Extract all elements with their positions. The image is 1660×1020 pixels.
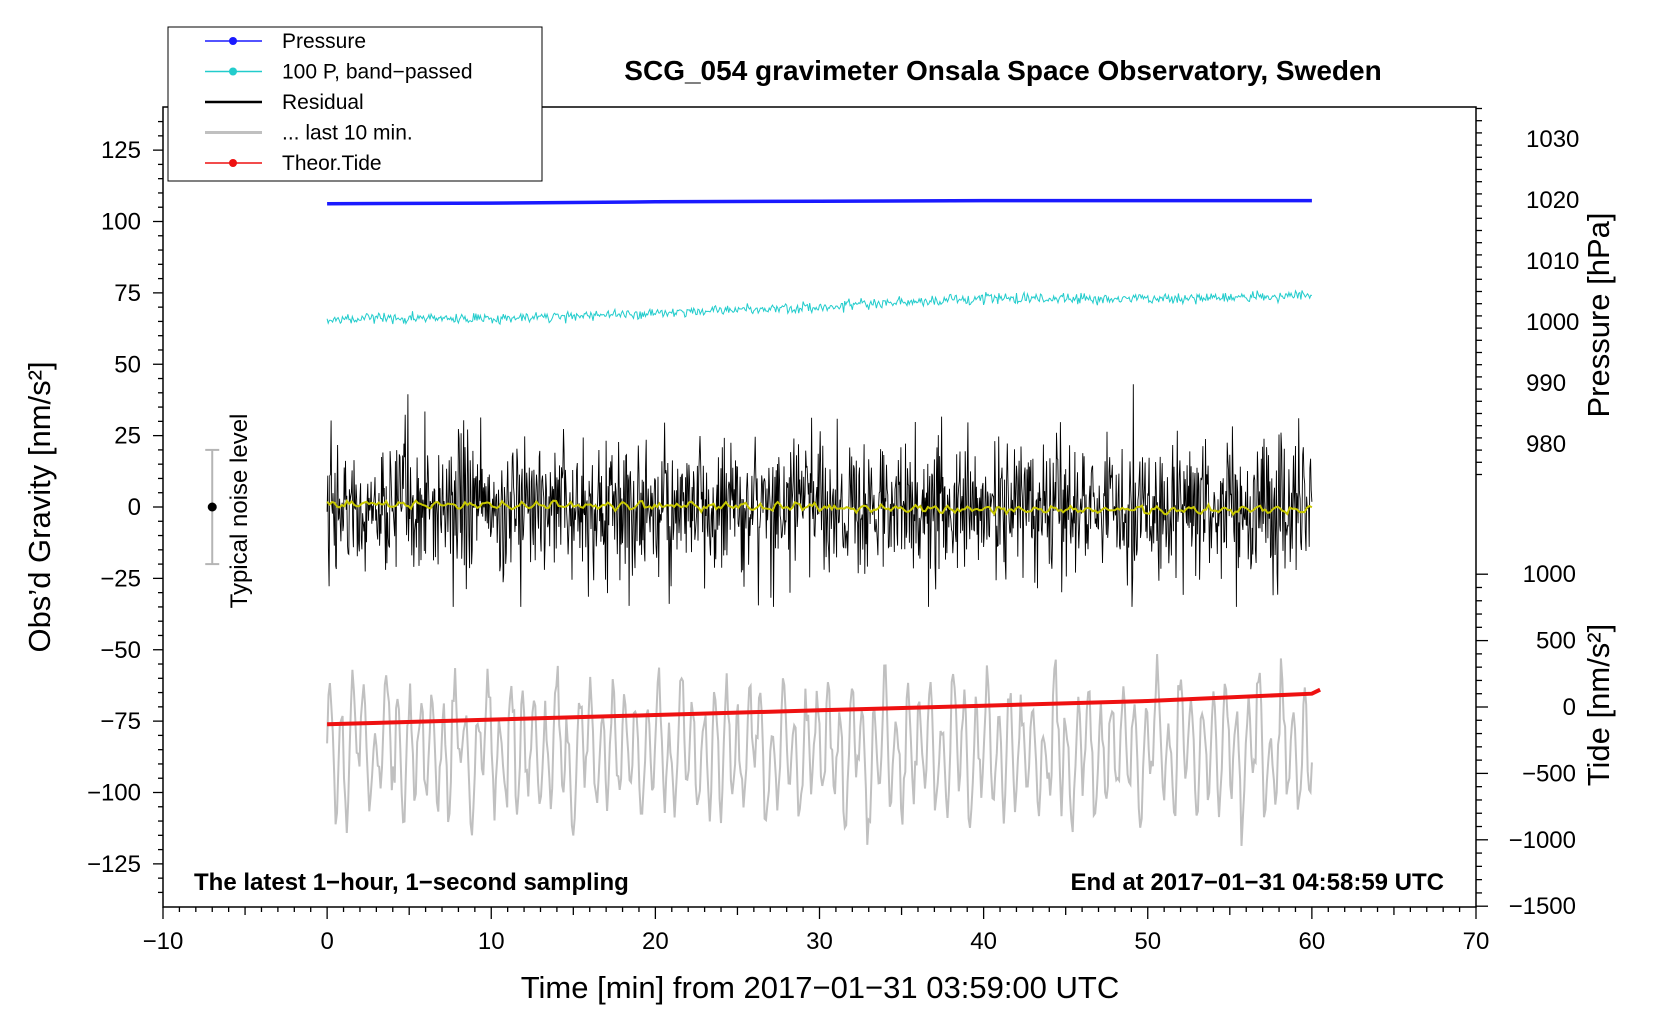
legend-box xyxy=(167,26,543,182)
sampling-note: The latest 1−hour, 1−second sampling xyxy=(194,869,629,896)
typical-noise-bar xyxy=(205,448,220,566)
y-axis-label-tide: Tide [nm/s²] xyxy=(1581,624,1616,787)
theoretical-tide-line xyxy=(327,687,1321,727)
last-10-min-line xyxy=(326,654,1313,846)
y-tick-label: −125 xyxy=(87,851,141,878)
y-tick-label: 100 xyxy=(101,209,141,236)
y-axis-label-pressure: Pressure [hPa] xyxy=(1581,212,1616,417)
y-tick-label: −100 xyxy=(87,780,141,807)
y-tick-label: −50 xyxy=(100,637,141,664)
pressure-series xyxy=(327,198,1312,206)
x-tick-label: 40 xyxy=(970,928,997,955)
tide-tick-label: 0 xyxy=(1563,694,1576,721)
x-tick-label: 20 xyxy=(642,928,669,955)
right-axis-ticks: 1030 1020 1010 1000 990 980 1000 500 0 −500 −1000 −… xyxy=(1476,107,1579,920)
x-tick-label: 70 xyxy=(1463,928,1490,955)
legend-label: ... last 10 min. xyxy=(282,122,413,145)
end-time-note: End at 2017−01−31 04:58:59 UTC xyxy=(1070,869,1444,896)
legend-label: Residual xyxy=(282,91,364,114)
pressure-tick-label: 1020 xyxy=(1526,187,1579,214)
legend-label: Theor.Tide xyxy=(282,152,382,175)
x-tick-label: 10 xyxy=(478,928,505,955)
left-axis-ticks: 125 100 75 50 25 0 −25 −50 −75 −100 −125 xyxy=(87,120,163,894)
x-tick-label: 50 xyxy=(1134,928,1161,955)
y-tick-label: −75 xyxy=(100,708,141,735)
residual-line xyxy=(326,384,1313,607)
pressure-line xyxy=(327,198,1312,206)
pressure-tick-label: 1000 xyxy=(1526,309,1579,336)
pressure-tick-label: 1010 xyxy=(1526,248,1579,275)
x-axis-label: Time [min] from 2017−01−31 03:59:00 UTC xyxy=(521,970,1120,1005)
legend-marker xyxy=(229,159,237,167)
x-tick-label: 60 xyxy=(1299,928,1326,955)
residual-smoothed-line xyxy=(326,499,1313,517)
y-tick-label: 75 xyxy=(114,280,141,307)
y-axis-label-left: Obs’d Gravity [nm/s²] xyxy=(22,361,57,652)
legend-marker xyxy=(229,37,237,45)
tide-tick-label: 500 xyxy=(1536,628,1576,655)
legend-label: 100 P, band−passed xyxy=(282,61,473,84)
pressure-tick-label: 990 xyxy=(1526,370,1566,397)
tide-tick-label: 1000 xyxy=(1523,561,1576,588)
tide-tick-label: −500 xyxy=(1522,760,1576,787)
y-tick-label: 125 xyxy=(101,137,141,164)
legend: Pressure 100 P, band−passed Residual ... la… xyxy=(167,26,543,182)
x-tick-label: 0 xyxy=(320,928,333,955)
y-tick-label: −25 xyxy=(100,565,141,592)
band-passed-pressure-series xyxy=(326,289,1313,326)
x-tick-label: −10 xyxy=(143,928,184,955)
y-tick-label: 50 xyxy=(114,351,141,378)
legend-label: Pressure xyxy=(282,30,366,53)
legend-marker xyxy=(229,67,237,76)
x-axis-ticks: −10 0 10 20 30 40 50 60 70 xyxy=(143,907,1490,955)
x-tick-label: 30 xyxy=(806,928,833,955)
band-passed-pressure-line xyxy=(326,289,1313,326)
noise-bar-center xyxy=(207,502,217,512)
residual-series xyxy=(326,384,1313,607)
noise-label: Typical noise level xyxy=(226,414,253,609)
residual-smoothed-series xyxy=(326,499,1313,517)
theoretical-tide-series xyxy=(327,687,1321,727)
pressure-tick-label: 980 xyxy=(1526,431,1566,458)
tide-tick-label: −1500 xyxy=(1509,893,1576,920)
tide-tick-label: −1000 xyxy=(1509,827,1576,854)
last-10-min-series xyxy=(326,654,1313,846)
chart-title: SCG_054 gravimeter Onsala Space Observat… xyxy=(624,55,1381,86)
y-tick-label: 25 xyxy=(114,423,141,450)
y-tick-label: 0 xyxy=(128,494,141,521)
pressure-tick-label: 1030 xyxy=(1526,126,1579,153)
